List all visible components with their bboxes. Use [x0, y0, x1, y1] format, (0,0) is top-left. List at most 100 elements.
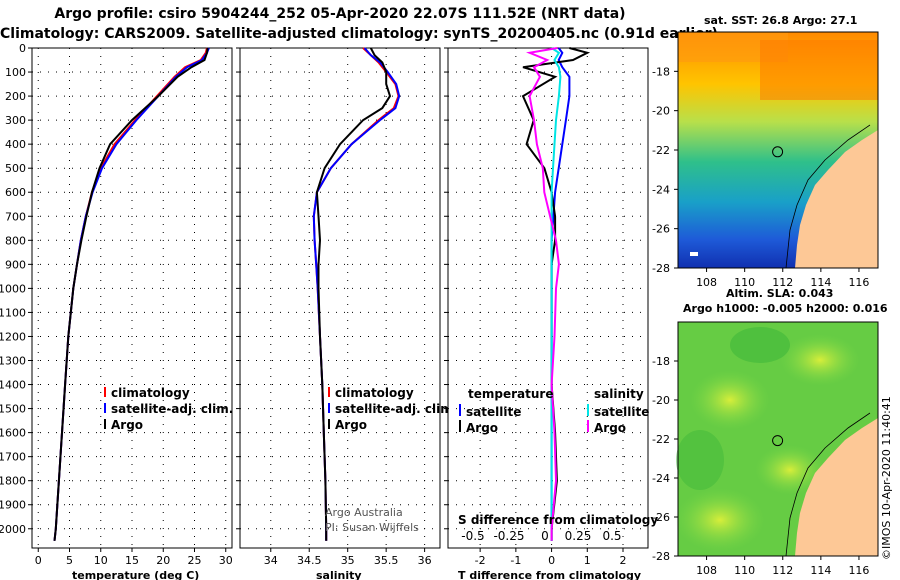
- x-tick-label: 0: [548, 554, 555, 567]
- land-australia-top: [795, 130, 878, 268]
- panel-sal: 34 34.5 35 35.5 36 salinity climatology satelli…: [236, 47, 457, 580]
- argo-australia-note: Argo Australia: [325, 506, 403, 519]
- y-tick-label: 1000: [0, 282, 26, 295]
- bathymetry-contour-top: [785, 124, 871, 269]
- y-tick-label: 700: [5, 210, 26, 223]
- sla-high-4: [780, 334, 860, 386]
- profile-panels: 0100200300400500600700800900100011001200…: [0, 42, 658, 580]
- sla-high-2: [675, 488, 765, 552]
- missing-data-patch: [690, 252, 698, 256]
- y-tick-label: 800: [5, 234, 26, 247]
- y-tick-label: 2000: [0, 523, 26, 536]
- legend-label: satellite: [594, 405, 649, 419]
- y-tick-label: 1800: [0, 475, 26, 488]
- y-tick-label: 1100: [0, 306, 26, 319]
- s-tick-label: 0: [541, 529, 549, 543]
- sla-map: -18 -20 -22 -24 -26 -28 108 110 112 114 116: [652, 321, 879, 577]
- x-axis-label: temperature (deg C): [72, 569, 199, 580]
- lat-tick-label: -22: [652, 144, 670, 157]
- x-axis-label: salinity: [316, 569, 362, 580]
- imos-credit: ©IMOS 10-Apr-2020 11:40:41: [880, 396, 893, 560]
- legend-label: satellite: [466, 405, 521, 419]
- x-axis-label: T difference from climatology: [458, 569, 641, 580]
- sla-high-1: [690, 370, 770, 430]
- legend-label: climatology: [111, 386, 190, 400]
- x-tick-label: 15: [125, 554, 139, 567]
- sst-map-title: sat. SST: 26.8 Argo: 27.1: [704, 14, 858, 27]
- s-tick-label: -0.5: [461, 529, 484, 543]
- x-tick-label: -1: [510, 554, 521, 567]
- sla-low-1: [730, 327, 790, 363]
- panel-diff: -2 -1 0 1 2 T difference from climatology temp…: [444, 47, 658, 580]
- sla-map-ticks: -18 -20 -22 -24 -26 -28 108 110 112 114 116: [652, 355, 869, 577]
- argo-float-location-top: [772, 146, 784, 158]
- lon-tick-label: 114: [810, 276, 831, 289]
- lat-tick-label: -20: [652, 105, 670, 118]
- legend-heading-salinity: salinity: [594, 387, 644, 401]
- lat-tick-label: -26: [652, 223, 670, 236]
- s-tick-label: 0.5: [602, 529, 621, 543]
- sst-map: -18 -20 -22 -24 -26 -28 108 110 112 114 116: [652, 31, 879, 289]
- sst-warm-east: [760, 40, 878, 100]
- x-tick-label: 34: [264, 554, 278, 567]
- x-tick-label: 2: [620, 554, 627, 567]
- legend-label: Argo: [111, 418, 143, 432]
- y-tick-label: 1600: [0, 427, 26, 440]
- lon-tick-label: 110: [734, 276, 755, 289]
- x-tick-label: 20: [156, 554, 170, 567]
- sla-map-subtitle: Argo h1000: -0.005 h2000: 0.016: [683, 302, 888, 315]
- lat-tick-label: -24: [652, 183, 670, 196]
- x-tick-label: 35.5: [374, 554, 399, 567]
- series-line: [315, 47, 392, 541]
- lon-tick-label: 112: [772, 564, 793, 577]
- lat-tick-label: -28: [652, 262, 670, 275]
- pi-note: PI: Susan Wijffels: [325, 521, 419, 534]
- legend-label: satellite-adj. clim.: [335, 402, 457, 416]
- sla-high-3: [755, 445, 825, 495]
- legend-label: Argo: [335, 418, 367, 432]
- s-tick-label: -0.25: [493, 529, 524, 543]
- land-australia-bottom: [795, 418, 878, 556]
- chart-title-line1: Argo profile: csiro 5904244_252 05-Apr-2…: [54, 6, 626, 22]
- y-tick-label: 200: [5, 90, 26, 103]
- bathymetry-contour-bottom: [785, 412, 871, 557]
- lon-tick-label: 112: [772, 276, 793, 289]
- lat-tick-label: -24: [652, 472, 670, 485]
- y-tick-label: 500: [5, 162, 26, 175]
- legend-label: satellite-adj. clim.: [111, 402, 233, 416]
- chart-title-line2: Climatology: CARS2009. Satellite-adjuste…: [0, 26, 718, 42]
- x-tick-label: 0: [35, 554, 42, 567]
- y-tick-label: 400: [5, 138, 26, 151]
- x-tick-label: 25: [188, 554, 202, 567]
- y-tick-label: 1200: [0, 330, 26, 343]
- x-tick-label: 36: [418, 554, 432, 567]
- y-tick-label: 1900: [0, 499, 26, 512]
- legend-label: Argo: [594, 421, 626, 435]
- sla-low-2: [676, 430, 724, 490]
- x-tick-label: 34.5: [297, 554, 322, 567]
- legend-heading-temperature: temperature: [468, 387, 553, 401]
- y-tick-label: 1400: [0, 379, 26, 392]
- y-tick-label: 1500: [0, 403, 26, 416]
- sla-map-title: Altim. SLA: 0.043: [726, 287, 834, 300]
- panel-frame-diff: [447, 47, 649, 549]
- panel-temp: 0100200300400500600700800900100011001200…: [0, 42, 233, 580]
- x-tick-label: 35: [341, 554, 355, 567]
- argo-float-location-bottom: [772, 435, 784, 447]
- legend-label: Argo: [466, 421, 498, 435]
- panel-frame-sal: [239, 47, 441, 549]
- x-tick-label: -2: [475, 554, 486, 567]
- lat-tick-label: -18: [652, 65, 670, 78]
- lon-tick-label: 114: [810, 564, 831, 577]
- y-tick-label: 900: [5, 258, 26, 271]
- lat-tick-label: -20: [652, 394, 670, 407]
- series-line: [550, 47, 562, 541]
- lon-tick-label: 108: [696, 564, 717, 577]
- y-tick-label: 100: [5, 66, 26, 79]
- legend-label: climatology: [335, 386, 414, 400]
- lat-tick-label: -28: [652, 550, 670, 563]
- lon-tick-label: 116: [848, 564, 869, 577]
- lat-tick-label: -22: [652, 433, 670, 446]
- lat-tick-label: -18: [652, 355, 670, 368]
